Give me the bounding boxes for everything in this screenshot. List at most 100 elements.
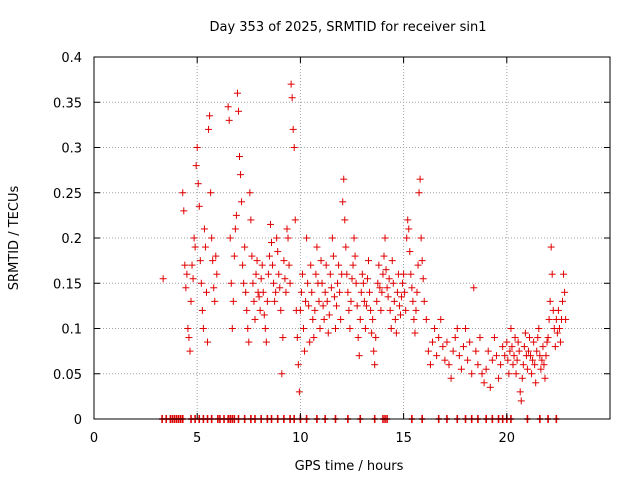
data-point [559,297,567,305]
data-point [317,257,325,265]
data-point [305,302,313,310]
data-point [345,306,353,314]
data-point [411,329,419,337]
data-point [245,338,253,346]
data-point [492,352,500,360]
data-point [293,334,301,342]
data-point [415,189,423,197]
data-point [349,261,357,269]
data-point [511,334,519,342]
data-point [249,279,257,287]
y-axis-label: SRMTID / TECUs [7,186,22,291]
y-tick-label: 0.4 [61,51,82,66]
data-point [334,279,342,287]
data-point [335,261,343,269]
data-point [197,279,205,287]
data-point [447,374,455,382]
data-point [275,270,283,278]
data-point [286,279,294,287]
data-point [244,325,252,332]
data-point [516,388,524,396]
data-point [344,288,352,296]
data-point [562,315,570,323]
data-point [553,329,561,337]
data-point [350,234,358,242]
data-point [370,347,378,355]
data-point [472,347,480,355]
data-point [257,275,265,283]
data-point [503,338,511,346]
data-point [195,202,203,210]
data-point [501,352,509,360]
data-point [184,325,192,332]
data-point [514,338,522,346]
x-tick-labels: 0 5 10 15 20 [90,431,515,446]
data-point [200,225,208,233]
data-point [520,343,528,351]
data-point [408,284,416,292]
data-point [526,334,534,342]
data-point [329,252,337,260]
data-point [554,306,562,314]
data-point [486,383,494,391]
data-point [255,293,263,301]
data-point [402,306,410,314]
data-point [288,94,296,102]
data-point [269,261,277,269]
data-point [306,338,314,346]
data-point [285,261,293,269]
data-point [202,288,210,296]
data-point [424,347,432,355]
data-point [234,107,242,115]
data-point [256,306,264,314]
data-point [422,315,430,323]
data-point [439,343,447,351]
data-point [296,306,304,314]
data-point [521,329,529,337]
data-point [377,306,385,314]
data-point [441,356,449,364]
data-point [519,361,527,369]
data-point [316,325,324,332]
data-point [236,153,244,161]
data-point [336,288,344,296]
data-point [309,315,317,323]
data-point [331,325,339,332]
data-point [233,89,241,97]
x-axis-label: GPS time / hours [295,459,404,474]
data-point [208,234,216,242]
data-point [407,270,415,278]
data-point [321,288,329,296]
data-point [340,175,348,183]
data-point [528,370,536,378]
data-point [209,257,217,265]
data-point [540,361,548,369]
data-point [545,315,553,323]
data-point [185,334,193,342]
data-point [330,293,338,301]
data-point [278,370,286,378]
data-point [198,306,206,314]
data-point [368,329,376,337]
y-tick-labels: 0 0.05 0.1 0.15 0.2 0.25 0.3 0.35 0.4 [53,51,82,428]
data-point [488,356,496,364]
data-point [484,347,492,355]
data-point [320,315,328,323]
y-tick-label: 0.25 [53,187,82,202]
data-point [325,311,333,319]
data-point [299,325,307,332]
data-points [159,80,570,405]
data-point [451,334,459,342]
data-point [308,288,316,296]
data-point [270,279,278,287]
data-point [367,306,375,314]
data-point [179,189,187,197]
data-point [347,297,355,305]
data-point [230,252,238,260]
data-point [560,270,568,278]
data-point [470,284,478,292]
data-point [190,234,198,242]
data-point [182,284,190,292]
data-point [258,261,266,269]
data-point [539,343,547,351]
